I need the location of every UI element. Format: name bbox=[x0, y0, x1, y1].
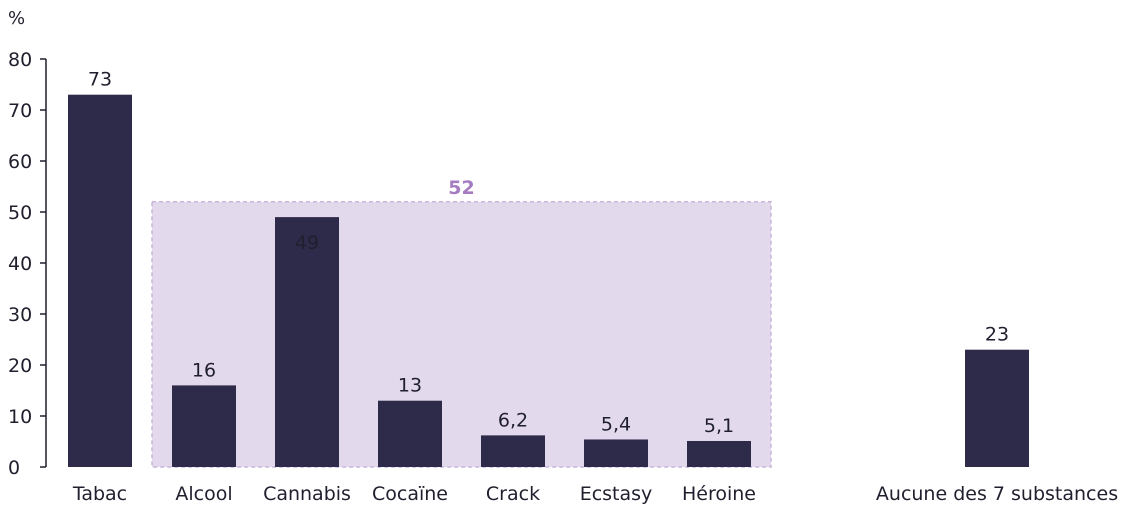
bar bbox=[68, 94, 132, 467]
y-axis: % 0 10 20 30 40 50 60 70 80 bbox=[8, 8, 47, 479]
y-tick-label: 10 bbox=[8, 406, 32, 428]
data-label: 6,2 bbox=[498, 409, 528, 431]
bar bbox=[584, 439, 648, 467]
bar bbox=[378, 400, 442, 467]
data-label: 5,4 bbox=[601, 413, 631, 435]
category-label: Ecstasy bbox=[580, 483, 653, 505]
y-tick-label: 70 bbox=[8, 100, 32, 122]
category-label: Alcool bbox=[175, 483, 232, 505]
y-unit-label: % bbox=[8, 8, 25, 29]
y-tick-label: 60 bbox=[8, 151, 32, 173]
group-highlight-area bbox=[151, 201, 772, 468]
data-label: 5,1 bbox=[704, 415, 734, 437]
bar bbox=[965, 349, 1029, 467]
category-label: Cannabis bbox=[263, 483, 351, 505]
category-label: Crack bbox=[486, 483, 540, 505]
group-layer: 52 bbox=[151, 177, 772, 468]
y-tick-label: 30 bbox=[8, 304, 32, 326]
category-label: Aucune des 7 substances bbox=[876, 483, 1118, 505]
data-label: 49 bbox=[295, 232, 319, 254]
y-tick-label: 80 bbox=[8, 49, 32, 71]
category-label: Cocaïne bbox=[372, 483, 448, 505]
bar bbox=[687, 440, 751, 467]
y-tick-label: 40 bbox=[8, 253, 32, 275]
group-highlight-label: 52 bbox=[448, 177, 474, 199]
y-tick-label: 0 bbox=[8, 457, 20, 479]
y-tick-label: 20 bbox=[8, 355, 32, 377]
category-label: Tabac bbox=[72, 483, 127, 505]
bar bbox=[172, 385, 236, 467]
bars bbox=[68, 94, 1029, 467]
bar bbox=[275, 217, 339, 467]
y-tick-label: 50 bbox=[8, 202, 32, 224]
bar bbox=[481, 435, 545, 467]
category-label: Héroine bbox=[682, 483, 756, 505]
data-label: 13 bbox=[398, 375, 422, 397]
data-label: 16 bbox=[192, 359, 216, 381]
labels: 73 Tabac 16 Alcool 49 Cannabis 13 Cocaïne 6,2 Cra… bbox=[72, 69, 1118, 505]
data-label: 73 bbox=[88, 69, 112, 91]
data-label: 23 bbox=[985, 324, 1009, 346]
